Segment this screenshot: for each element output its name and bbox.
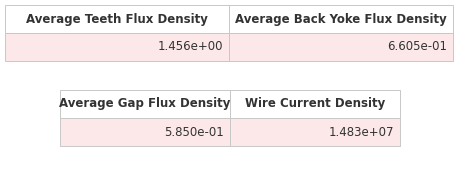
Bar [5,33,229,61]
Bar [229,33,452,61]
Text: 1.483e+07: 1.483e+07 [328,125,393,139]
Text: 1.456e+00: 1.456e+00 [157,40,223,54]
Bar [60,118,230,146]
Text: Average Gap Flux Density: Average Gap Flux Density [59,98,230,111]
Bar [230,118,399,146]
Text: 5.850e-01: 5.850e-01 [164,125,224,139]
Bar [5,5,229,33]
Text: 6.605e-01: 6.605e-01 [386,40,446,54]
Text: Average Teeth Flux Density: Average Teeth Flux Density [26,13,207,26]
Text: Wire Current Density: Wire Current Density [244,98,384,111]
Bar [229,5,452,33]
Bar [230,90,399,118]
Text: Average Back Yoke Flux Density: Average Back Yoke Flux Density [235,13,446,26]
Bar [60,90,230,118]
